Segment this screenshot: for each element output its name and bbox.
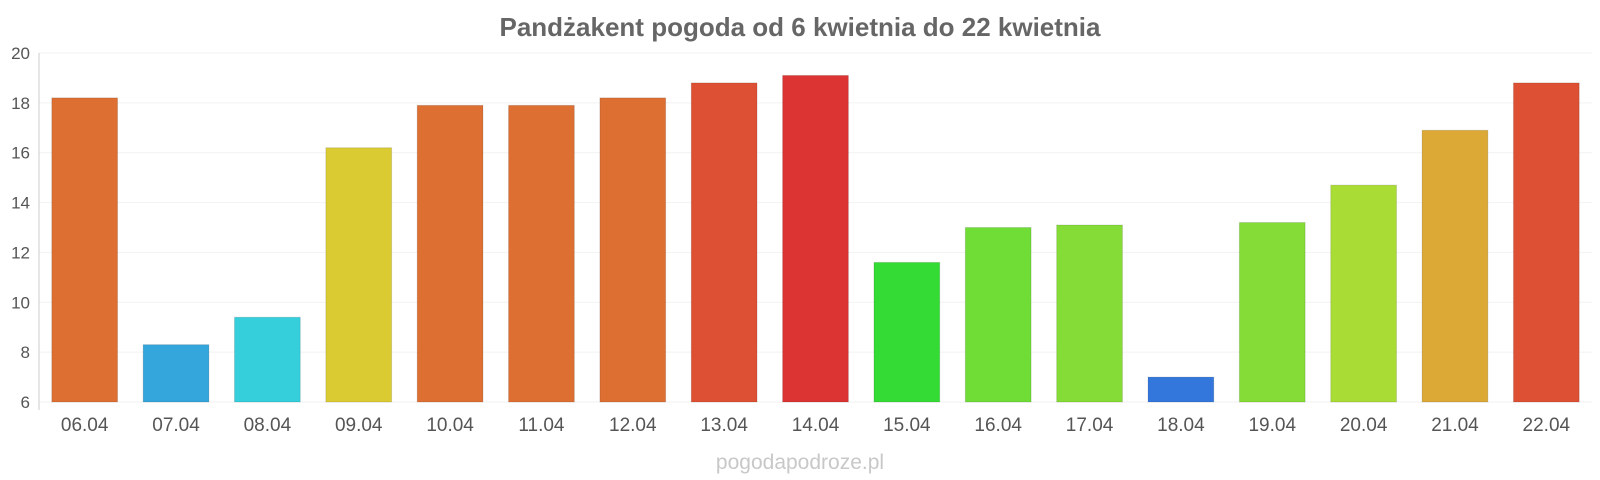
bar-07.04 — [142, 344, 210, 403]
y-tick-label: 16 — [11, 144, 30, 163]
y-tick-label: 6 — [21, 393, 30, 412]
x-tick-label: 22.04 — [1523, 415, 1571, 436]
x-tick-label: 13.04 — [700, 415, 748, 436]
bar-08.04 — [233, 316, 301, 403]
bar-19.04 — [1238, 222, 1306, 403]
bar-17.04 — [1056, 224, 1123, 403]
x-tick-label: 14.04 — [792, 415, 840, 436]
x-tick-label: 11.04 — [518, 415, 565, 436]
bar-13.04 — [690, 82, 758, 403]
bar-16.04 — [964, 227, 1032, 403]
x-tick-label: 07.04 — [152, 415, 200, 436]
y-axis-ticks: 6 8 10 12 14 16 18 20 — [11, 44, 30, 412]
bar-15.04 — [873, 261, 941, 403]
x-axis-ticks: 06.04 07.04 08.04 09.04 10.04 11.04 12.04 13.04… — [61, 415, 1571, 436]
x-tick-label: 08.04 — [244, 415, 292, 436]
x-tick-label: 20.04 — [1340, 415, 1388, 436]
y-tick-label: 18 — [11, 94, 30, 113]
bar-06.04 — [51, 97, 119, 403]
y-tick-label: 20 — [11, 44, 30, 63]
x-tick-label: 06.04 — [61, 415, 109, 436]
y-tick-label: 12 — [11, 243, 30, 262]
x-tick-label: 09.04 — [335, 415, 383, 436]
bar-14.04 — [782, 74, 849, 403]
y-tick-label: 8 — [21, 343, 30, 362]
x-tick-label: 15.04 — [883, 415, 931, 436]
x-tick-label: 16.04 — [974, 415, 1022, 436]
bar-20.04 — [1330, 184, 1398, 403]
bar-12.04 — [599, 97, 667, 403]
bar-18.04 — [1147, 376, 1215, 403]
bar-21.04 — [1421, 129, 1489, 403]
y-tick-label: 10 — [11, 293, 30, 312]
bar-09.04 — [325, 147, 393, 403]
x-tick-label: 19.04 — [1248, 415, 1296, 436]
bar-10.04 — [416, 104, 484, 403]
bar-11.04 — [508, 104, 575, 403]
x-tick-label: 17.04 — [1066, 415, 1114, 436]
x-tick-label: 10.04 — [426, 415, 474, 436]
x-tick-label: 18.04 — [1157, 415, 1205, 436]
chart-title: Pandżakent pogoda od 6 kwietnia do 22 kw… — [499, 12, 1101, 42]
x-tick-label: 21.04 — [1431, 415, 1479, 436]
watermark: pogodapodroze.pl — [716, 451, 884, 474]
x-tick-label: 12.04 — [609, 415, 657, 436]
bar-22.04 — [1512, 82, 1580, 403]
y-tick-label: 14 — [11, 194, 30, 213]
bars — [51, 74, 1580, 403]
